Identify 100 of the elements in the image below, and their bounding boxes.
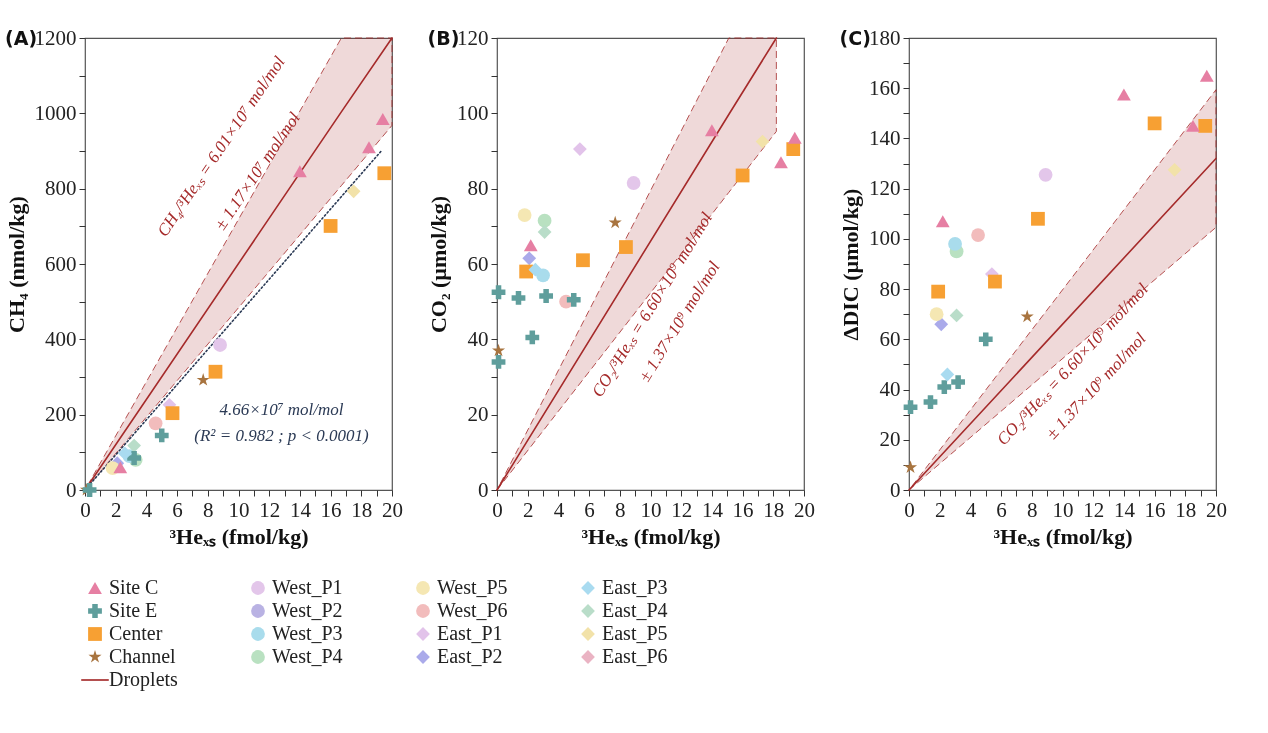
y-axis-title: CH₄ (nmol/kg)	[3, 196, 29, 333]
x-tick-label: 12	[671, 497, 693, 522]
legend-label: East_P6	[602, 645, 668, 667]
x-tick-label: 20	[1206, 497, 1227, 522]
x-tick-label: 2	[934, 497, 946, 522]
legend-label: Site C	[109, 576, 159, 598]
x-tick-label: 12	[259, 497, 281, 522]
point	[988, 274, 1002, 289]
x-tick-label: 6	[172, 497, 183, 522]
point	[537, 213, 552, 228]
y-tick-label: 80	[467, 176, 489, 201]
y-tick-label: 600	[45, 251, 77, 276]
point	[346, 184, 361, 199]
point	[951, 375, 966, 389]
point	[948, 237, 962, 251]
point	[511, 291, 526, 305]
x-tick-label: 8	[615, 497, 626, 522]
y-tick-label: 40	[879, 377, 901, 402]
y-tick-label: 160	[869, 75, 901, 100]
legend-label: East_P2	[437, 645, 503, 667]
point	[705, 124, 719, 137]
legend-label: West_P2	[272, 599, 343, 621]
legend-label: Droplets	[109, 668, 179, 691]
point	[362, 141, 376, 154]
x-tick-label: 2	[110, 497, 122, 522]
x-axis-title: ³Heₓₛ (fmol/kg)	[581, 523, 721, 549]
point	[787, 131, 802, 144]
legend-label: West_P1	[272, 576, 343, 598]
point	[525, 330, 540, 345]
legend-label: East_P1	[437, 622, 503, 644]
chart-title: (C)	[839, 27, 871, 49]
legend-label: West_P4	[272, 645, 343, 667]
point	[903, 400, 918, 415]
point	[127, 438, 142, 453]
point	[293, 165, 307, 178]
x-tick-label: 4	[965, 497, 977, 522]
y-tick-label: 100	[457, 100, 489, 125]
point	[208, 364, 223, 379]
y-tick-label: 0	[66, 477, 77, 502]
point	[937, 380, 952, 394]
point	[196, 373, 210, 386]
x-tick-label: 4	[553, 497, 565, 522]
point	[935, 215, 950, 228]
point	[934, 317, 949, 332]
y-tick-label: 60	[467, 251, 489, 276]
point	[978, 332, 993, 347]
point	[566, 292, 581, 307]
point	[929, 307, 944, 322]
point	[931, 284, 946, 299]
y-tick-label: 20	[879, 427, 901, 452]
point	[213, 338, 227, 352]
y-tick-label: 180	[869, 25, 901, 50]
y-tick-label: 400	[45, 326, 77, 351]
x-tick-label: 16	[732, 497, 754, 522]
x-axis-title: ³Heₓₛ (fmol/kg)	[169, 523, 309, 549]
y-axis-title: ΔDIC (µmol/kg)	[838, 188, 863, 341]
y-axis-title: CO₂ (µmol/kg)	[426, 195, 451, 334]
point	[755, 134, 770, 149]
legend-label: East_P3	[602, 576, 668, 598]
point	[375, 113, 390, 125]
legend-label: West_P3	[272, 622, 343, 644]
point	[537, 225, 552, 239]
x-tick-label: 8	[203, 497, 214, 522]
point	[1186, 119, 1200, 132]
y-tick-label: 80	[879, 276, 901, 301]
point	[523, 239, 538, 252]
legend-label: East_P5	[602, 622, 668, 644]
point	[148, 416, 163, 431]
y-tick-label: 100	[869, 226, 901, 251]
point	[323, 219, 338, 233]
x-tick-label: 10	[1052, 497, 1074, 522]
point	[491, 285, 506, 300]
point	[113, 461, 128, 474]
point	[165, 406, 180, 421]
point	[1038, 167, 1053, 182]
point	[539, 289, 554, 303]
x-tick-label: 20	[794, 497, 815, 522]
x-tick-label: 18	[1175, 497, 1197, 522]
x-tick-label: 6	[584, 497, 595, 522]
point	[626, 176, 641, 190]
x-axis-title: ³Heₓₛ (fmol/kg)	[993, 523, 1133, 549]
point	[923, 395, 938, 409]
x-tick-label: 14	[1113, 497, 1136, 522]
x-tick-label: 18	[351, 497, 373, 522]
x-tick-label: 18	[763, 497, 785, 522]
point	[1198, 119, 1213, 133]
legend-label: East_P4	[602, 599, 668, 621]
legend-label: Center	[109, 622, 163, 644]
point	[377, 166, 392, 181]
legend-label: West_P6	[437, 599, 508, 621]
point	[1117, 88, 1131, 101]
y-tick-label: 120	[457, 25, 489, 50]
x-tick-label: 20	[382, 497, 403, 522]
y-tick-label: 0	[478, 477, 489, 502]
point	[1147, 116, 1162, 131]
y-tick-label: 1000	[34, 100, 77, 125]
point	[1031, 211, 1045, 226]
point	[971, 228, 985, 242]
y-tick-label: 120	[869, 176, 901, 201]
point	[576, 253, 590, 268]
